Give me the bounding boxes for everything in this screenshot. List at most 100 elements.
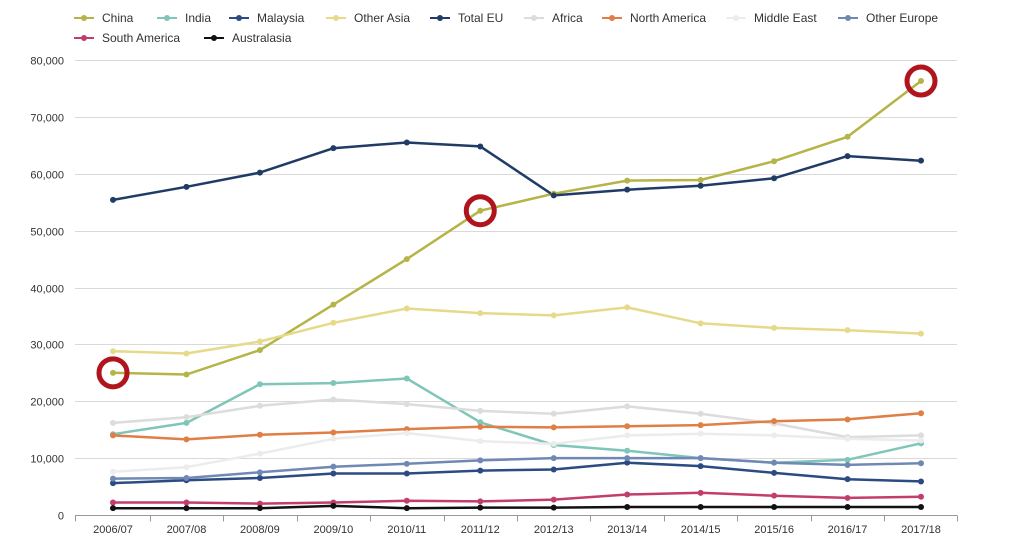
data-point[interactable] [256,381,263,388]
data-point[interactable] [624,186,631,193]
legend-item-malaysia[interactable]: Malaysia [229,11,305,25]
data-point[interactable] [844,494,851,501]
data-point[interactable] [403,470,410,477]
data-point[interactable] [771,432,778,439]
data-point[interactable] [183,505,190,512]
data-point[interactable] [624,432,631,439]
data-point[interactable] [110,348,116,355]
data-point[interactable] [330,435,337,442]
data-point[interactable] [844,327,851,334]
data-point[interactable] [624,459,631,466]
data-point[interactable] [771,492,778,499]
data-point[interactable] [550,466,557,473]
data-point[interactable] [771,418,778,425]
data-point[interactable] [256,169,263,176]
data-point[interactable] [477,310,484,317]
data-point[interactable] [256,469,263,476]
data-point[interactable] [697,430,704,437]
data-point[interactable] [403,305,410,312]
data-point[interactable] [771,459,778,466]
data-point[interactable] [697,177,704,184]
data-point[interactable] [550,424,557,431]
data-point[interactable] [550,192,557,199]
data-point[interactable] [403,430,410,437]
data-point[interactable] [844,476,851,483]
legend-item-india[interactable]: India [157,11,211,25]
data-point[interactable] [697,422,704,429]
data-point[interactable] [624,504,631,511]
data-point[interactable] [624,304,631,311]
data-point[interactable] [918,460,924,467]
data-point[interactable] [550,410,557,417]
data-point[interactable] [624,447,631,454]
legend-item-north-america[interactable]: North America [602,11,706,25]
data-point[interactable] [183,475,190,482]
data-point[interactable] [550,504,557,511]
data-point[interactable] [918,437,924,444]
data-point[interactable] [477,143,484,150]
data-point[interactable] [918,432,924,439]
data-point[interactable] [697,455,704,462]
data-point[interactable] [477,504,484,511]
data-point[interactable] [918,78,924,85]
data-point[interactable] [844,153,851,160]
data-point[interactable] [256,347,263,354]
data-point[interactable] [844,435,851,442]
data-point[interactable] [771,158,778,165]
data-point[interactable] [183,414,190,421]
data-point[interactable] [477,467,484,474]
data-point[interactable] [110,196,116,203]
data-point[interactable] [477,457,484,464]
data-point[interactable] [697,410,704,417]
data-point[interactable] [256,505,263,512]
data-point[interactable] [844,504,851,511]
data-point[interactable] [110,432,116,439]
data-point[interactable] [477,423,484,430]
data-point[interactable] [624,423,631,430]
data-point[interactable] [330,463,337,470]
data-point[interactable] [477,207,484,214]
data-point[interactable] [918,157,924,164]
data-point[interactable] [403,401,410,408]
data-point[interactable] [403,460,410,467]
data-point[interactable] [697,504,704,511]
data-point[interactable] [477,407,484,414]
data-point[interactable] [477,498,484,505]
data-point[interactable] [256,402,263,409]
data-point[interactable] [256,475,263,482]
data-point[interactable] [183,350,190,357]
data-point[interactable] [624,177,631,184]
data-point[interactable] [183,183,190,190]
data-point[interactable] [771,175,778,182]
data-point[interactable] [330,301,337,308]
legend-item-africa[interactable]: Africa [524,11,583,25]
data-point[interactable] [110,369,116,376]
data-point[interactable] [918,504,924,511]
data-point[interactable] [183,464,190,471]
legend-item-south-america[interactable]: South America [74,31,180,45]
data-point[interactable] [330,319,337,326]
data-point[interactable] [918,410,924,417]
data-point[interactable] [256,431,263,438]
legend-item-total-eu[interactable]: Total EU [430,11,503,25]
data-point[interactable] [330,429,337,436]
data-point[interactable] [110,419,116,426]
data-point[interactable] [918,493,924,500]
data-point[interactable] [918,478,924,485]
data-point[interactable] [624,403,631,410]
data-point[interactable] [771,504,778,511]
data-point[interactable] [330,502,337,509]
data-point[interactable] [330,145,337,152]
legend-item-china[interactable]: China [74,11,134,25]
data-point[interactable] [256,450,263,457]
data-point[interactable] [110,480,116,487]
legend-item-other-europe[interactable]: Other Europe [838,11,938,25]
data-point[interactable] [844,461,851,468]
data-point[interactable] [697,463,704,470]
legend-item-australasia[interactable]: Australasia [204,31,292,45]
data-point[interactable] [771,469,778,476]
data-point[interactable] [330,380,337,387]
data-point[interactable] [183,436,190,443]
data-point[interactable] [330,470,337,477]
data-point[interactable] [550,496,557,503]
